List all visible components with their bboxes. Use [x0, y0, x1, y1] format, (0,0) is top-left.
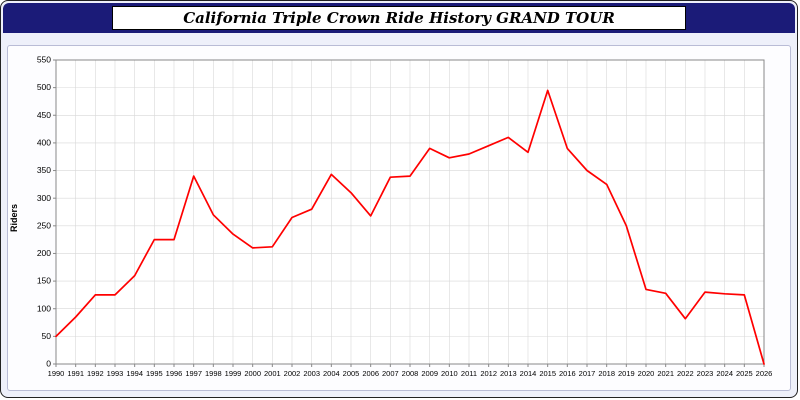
svg-text:2018: 2018	[598, 369, 615, 378]
svg-text:0: 0	[46, 359, 51, 369]
svg-text:1990: 1990	[48, 369, 65, 378]
svg-text:400: 400	[37, 138, 51, 148]
svg-text:1992: 1992	[87, 369, 104, 378]
svg-text:2003: 2003	[303, 369, 320, 378]
svg-text:300: 300	[37, 193, 51, 203]
svg-text:2001: 2001	[264, 369, 281, 378]
header-bar: California Triple Crown Ride History GRA…	[3, 3, 795, 33]
svg-text:2015: 2015	[539, 369, 556, 378]
svg-text:2010: 2010	[441, 369, 458, 378]
chart-area: 0 50 100 150 200 250 300 350 400 450 500 550 1990 199…	[22, 50, 788, 388]
svg-text:1998: 1998	[205, 369, 222, 378]
svg-text:2019: 2019	[618, 369, 635, 378]
svg-text:2022: 2022	[677, 369, 694, 378]
svg-text:1991: 1991	[67, 369, 84, 378]
svg-text:2013: 2013	[500, 369, 517, 378]
svg-text:450: 450	[37, 110, 51, 120]
svg-text:350: 350	[37, 165, 51, 175]
y-axis-label: Riders	[9, 204, 19, 233]
svg-text:2017: 2017	[579, 369, 596, 378]
chart-panel: Riders 0 50 100 150 200 250 300 350 400 450 500 550…	[7, 45, 791, 391]
svg-text:2006: 2006	[362, 369, 379, 378]
svg-text:1999: 1999	[225, 369, 242, 378]
svg-text:2002: 2002	[284, 369, 301, 378]
svg-text:1996: 1996	[166, 369, 183, 378]
svg-text:2009: 2009	[421, 369, 438, 378]
svg-text:2008: 2008	[402, 369, 419, 378]
svg-text:50: 50	[42, 331, 52, 341]
svg-text:2014: 2014	[520, 369, 537, 378]
svg-text:2024: 2024	[716, 369, 733, 378]
svg-text:2021: 2021	[657, 369, 674, 378]
svg-text:500: 500	[37, 82, 51, 92]
page-title: California Triple Crown Ride History GRA…	[112, 6, 686, 30]
svg-text:200: 200	[37, 248, 51, 258]
svg-text:1993: 1993	[107, 369, 124, 378]
svg-text:2026: 2026	[756, 369, 773, 378]
svg-text:550: 550	[37, 55, 51, 65]
svg-text:1997: 1997	[185, 369, 202, 378]
svg-text:2000: 2000	[244, 369, 261, 378]
svg-text:1995: 1995	[146, 369, 163, 378]
svg-text:100: 100	[37, 303, 51, 313]
svg-text:2025: 2025	[736, 369, 753, 378]
svg-text:250: 250	[37, 220, 51, 230]
svg-text:2004: 2004	[323, 369, 340, 378]
svg-text:2016: 2016	[559, 369, 576, 378]
svg-text:1994: 1994	[126, 369, 143, 378]
svg-text:2005: 2005	[343, 369, 360, 378]
svg-text:2011: 2011	[461, 369, 477, 378]
svg-text:2020: 2020	[638, 369, 655, 378]
svg-text:150: 150	[37, 276, 51, 286]
svg-text:2023: 2023	[697, 369, 714, 378]
svg-text:2007: 2007	[382, 369, 399, 378]
svg-text:2012: 2012	[480, 369, 497, 378]
